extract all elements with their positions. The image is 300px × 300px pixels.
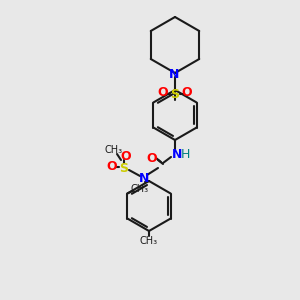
Text: CH₃: CH₃ <box>105 145 123 155</box>
Text: O: O <box>158 86 168 100</box>
Text: O: O <box>147 152 157 164</box>
Text: S: S <box>119 161 128 175</box>
Text: N: N <box>169 68 179 80</box>
Text: S: S <box>170 88 179 101</box>
Text: O: O <box>121 149 131 163</box>
Text: CH₃: CH₃ <box>140 236 158 246</box>
Text: CH₃: CH₃ <box>130 184 148 194</box>
Text: O: O <box>182 86 192 100</box>
Text: N: N <box>139 172 149 184</box>
Text: N: N <box>172 148 182 160</box>
Text: O: O <box>107 160 117 172</box>
Text: H: H <box>180 148 190 160</box>
